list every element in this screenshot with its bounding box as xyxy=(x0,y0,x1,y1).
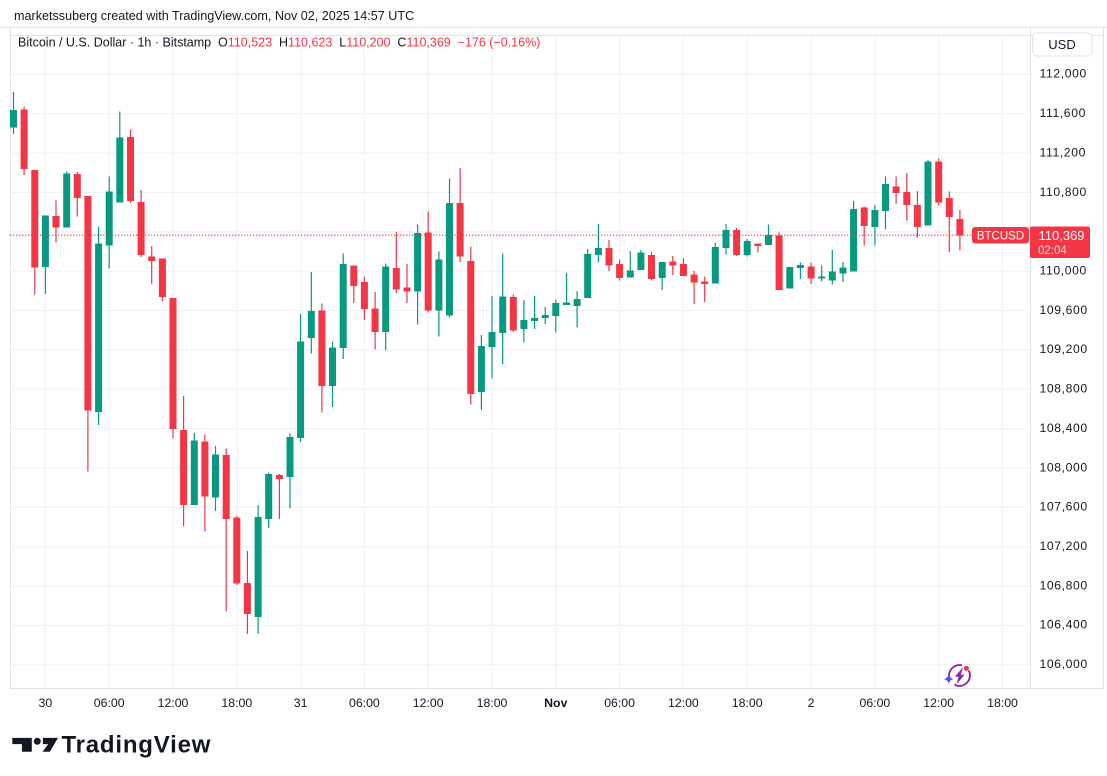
svg-text:106,400: 106,400 xyxy=(1040,618,1088,632)
svg-text:110,369: 110,369 xyxy=(1039,228,1085,243)
svg-text:107,600: 107,600 xyxy=(1040,500,1088,514)
svg-text:109,200: 109,200 xyxy=(1040,342,1088,356)
svg-text:110,000: 110,000 xyxy=(1040,264,1087,278)
svg-text:TradingView: TradingView xyxy=(62,732,212,759)
svg-text:marketssuberg created with Tra: marketssuberg created with TradingView.c… xyxy=(14,9,414,23)
svg-text:06:00: 06:00 xyxy=(349,696,380,710)
svg-text:06:00: 06:00 xyxy=(604,696,635,710)
svg-text:Bitcoin / U.S. Dollar · 1h · B: Bitcoin / U.S. Dollar · 1h · Bitstamp O1… xyxy=(18,36,540,50)
svg-text:2: 2 xyxy=(808,696,815,710)
svg-text:111,200: 111,200 xyxy=(1040,145,1086,159)
svg-text:18:00: 18:00 xyxy=(987,696,1018,710)
svg-text:02:04: 02:04 xyxy=(1038,245,1067,257)
svg-text:06:00: 06:00 xyxy=(860,696,891,710)
svg-text:106,000: 106,000 xyxy=(1040,657,1088,671)
svg-text:18:00: 18:00 xyxy=(477,696,508,710)
svg-text:111,600: 111,600 xyxy=(1040,106,1086,120)
svg-text:BTCUSD: BTCUSD xyxy=(977,231,1024,243)
svg-text:108,800: 108,800 xyxy=(1040,382,1088,396)
svg-text:18:00: 18:00 xyxy=(221,696,252,710)
svg-text:112,000: 112,000 xyxy=(1040,67,1087,81)
svg-text:106,800: 106,800 xyxy=(1040,578,1088,592)
svg-text:12:00: 12:00 xyxy=(668,696,699,710)
svg-text:12:00: 12:00 xyxy=(158,696,189,710)
svg-text:USD: USD xyxy=(1048,37,1075,52)
svg-text:107,200: 107,200 xyxy=(1040,539,1088,553)
svg-text:108,400: 108,400 xyxy=(1040,421,1088,435)
svg-text:108,000: 108,000 xyxy=(1040,460,1088,474)
svg-text:109,600: 109,600 xyxy=(1040,303,1088,317)
svg-text:110,800: 110,800 xyxy=(1040,185,1087,199)
svg-text:31: 31 xyxy=(294,696,308,710)
svg-text:30: 30 xyxy=(39,696,53,710)
svg-text:06:00: 06:00 xyxy=(94,696,125,710)
svg-text:12:00: 12:00 xyxy=(923,696,954,710)
svg-text:18:00: 18:00 xyxy=(732,696,763,710)
svg-text:Nov: Nov xyxy=(544,696,567,710)
svg-text:12:00: 12:00 xyxy=(413,696,444,710)
